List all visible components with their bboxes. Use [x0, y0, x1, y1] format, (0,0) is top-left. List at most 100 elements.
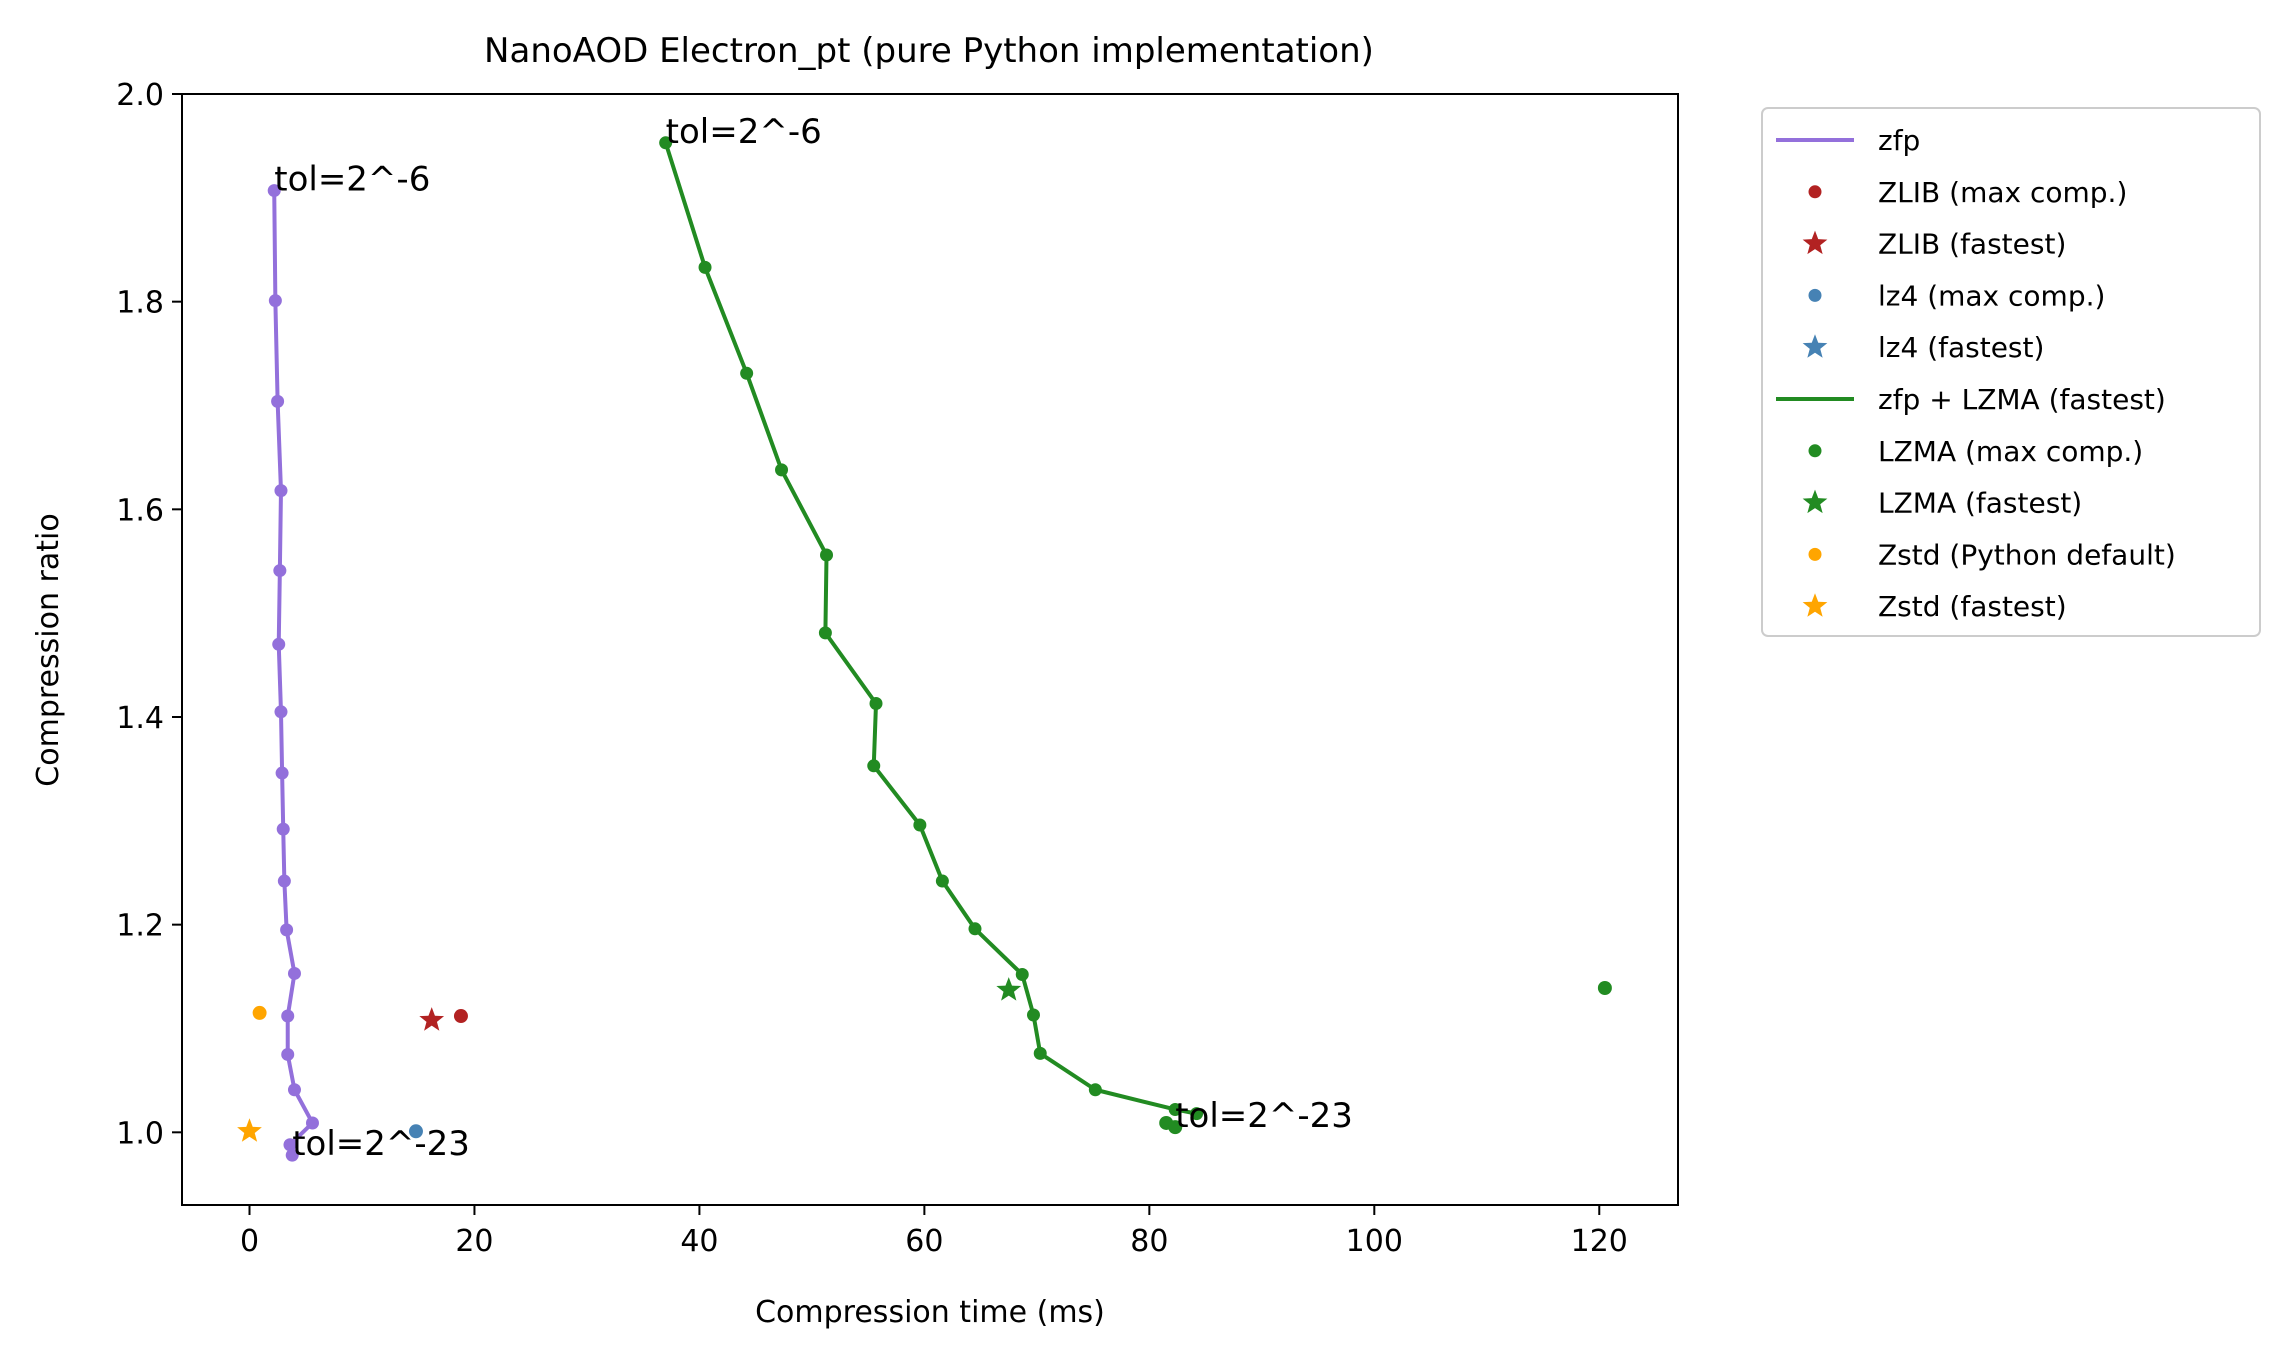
legend: zfp ZLIB (max comp.) ZLIB (fastest) lz4 (ma… — [1761, 107, 2261, 637]
data-point — [271, 394, 285, 408]
x-tick-label: 100 — [1346, 1224, 1403, 1259]
data-point — [820, 548, 834, 562]
annotation-label: tol=2^-6 — [666, 112, 822, 152]
data-point — [1168, 1102, 1182, 1116]
series-zlib-max-comp — [453, 1009, 468, 1024]
legend-dot-swatch — [1808, 444, 1822, 458]
data-point — [273, 564, 287, 578]
legend-dot-swatch — [1808, 288, 1822, 302]
data-point — [277, 874, 291, 888]
legend-dot-swatch — [1808, 185, 1822, 199]
data-point — [268, 294, 282, 308]
data-point-star — [237, 1118, 262, 1142]
x-tick-label: 60 — [905, 1224, 943, 1259]
legend-label: lz4 (fastest) — [1878, 331, 2044, 364]
data-point — [267, 184, 281, 198]
data-point — [740, 366, 754, 380]
legend-star-swatch — [1802, 230, 1828, 255]
series-zstd-fastest — [237, 1118, 262, 1142]
legend-item: LZMA (fastest) — [1802, 487, 2082, 520]
data-point — [272, 637, 286, 651]
y-tick-label: 1.2 — [116, 909, 164, 944]
x-tick-label: 40 — [680, 1224, 718, 1259]
series-lzma-max-comp — [1159, 980, 1612, 1135]
legend-star-swatch — [1802, 593, 1828, 617]
data-point — [968, 922, 982, 936]
data-point — [283, 1138, 297, 1152]
data-point — [1088, 1083, 1102, 1097]
data-point — [281, 1047, 295, 1061]
data-point — [285, 1148, 299, 1162]
data-point — [775, 463, 789, 477]
data-point — [275, 766, 289, 780]
legend-item: Zstd (Python default) — [1808, 538, 2176, 571]
legend-star-swatch — [1802, 489, 1828, 514]
x-tick-label: 20 — [455, 1224, 493, 1259]
data-point — [408, 1124, 423, 1139]
y-axis-ticks: 1.0 1.2 1.4 1.6 1.8 2.0 — [116, 78, 182, 1151]
x-tick-label: 0 — [240, 1224, 259, 1259]
annotation-label: tol=2^-23 — [1175, 1096, 1353, 1136]
legend-label: LZMA (max comp.) — [1878, 435, 2143, 468]
legend-item: zfp + LZMA (fastest) — [1776, 383, 2166, 416]
x-tick-label: 80 — [1130, 1224, 1168, 1259]
x-axis-label: Compression time (ms) — [755, 1295, 1105, 1330]
legend-item: ZLIB (max comp.) — [1808, 176, 2127, 209]
data-point — [280, 923, 294, 937]
data-point — [252, 1005, 267, 1020]
data-point — [274, 484, 288, 498]
legend-label: ZLIB (fastest) — [1878, 228, 2066, 261]
plot-area — [182, 94, 1678, 1205]
data-point-star — [996, 977, 1022, 1001]
data-point — [1597, 980, 1612, 995]
series-zstd-python-default — [252, 1005, 267, 1020]
data-point — [287, 1083, 301, 1097]
data-point — [935, 874, 949, 888]
y-tick-label: 1.8 — [116, 286, 164, 321]
series-lzma-fastest — [996, 977, 1022, 1001]
y-tick-label: 1.4 — [116, 701, 164, 736]
data-point — [1015, 967, 1029, 981]
annotation-label: tol=2^-6 — [274, 160, 430, 200]
legend-label: zfp — [1878, 124, 1920, 157]
annotation-label: tol=2^-23 — [292, 1124, 470, 1164]
legend-item: zfp — [1776, 124, 1920, 157]
legend-label: ZLIB (max comp.) — [1878, 176, 2127, 209]
data-point — [698, 260, 712, 274]
data-point — [869, 696, 883, 710]
data-point — [453, 1009, 468, 1024]
data-point — [1168, 1120, 1183, 1135]
legend-label: zfp + LZMA (fastest) — [1878, 383, 2166, 416]
data-point — [913, 818, 927, 832]
series-layer — [237, 136, 1612, 1162]
series-zfp-lzma-fastest — [659, 136, 1204, 1121]
legend-frame — [1761, 107, 2261, 637]
legend-item: Zstd (fastest) — [1802, 590, 2067, 623]
data-point — [1026, 1008, 1040, 1022]
y-axis-label: Compression ratio — [31, 513, 66, 786]
data-point — [274, 705, 288, 719]
data-point — [276, 822, 290, 836]
series-zfp — [267, 184, 319, 1162]
data-point — [305, 1116, 319, 1130]
y-tick-label: 1.6 — [116, 493, 164, 528]
chart-title: NanoAOD Electron_pt (pure Python impleme… — [484, 31, 1374, 71]
legend-dot-swatch — [1808, 547, 1822, 561]
legend-label: Zstd (Python default) — [1878, 538, 2176, 571]
legend-item: lz4 (max comp.) — [1808, 279, 2105, 312]
data-point — [659, 136, 673, 150]
x-axis-ticks: 0 20 40 60 80 100 120 — [240, 1205, 1628, 1259]
y-tick-label: 1.0 — [116, 1116, 164, 1151]
data-point — [281, 1009, 295, 1023]
data-point-star — [419, 1007, 445, 1031]
y-tick-label: 2.0 — [116, 78, 164, 113]
x-tick-label: 120 — [1571, 1224, 1628, 1259]
series-lz4-max-comp — [408, 1124, 423, 1139]
data-point — [287, 966, 301, 980]
annotations-layer: tol=2^-6 tol=2^-23 tol=2^-6 tol=2^-23 — [274, 112, 1353, 1164]
legend-label: lz4 (max comp.) — [1878, 279, 2105, 312]
plot-frame — [181, 93, 1679, 1206]
legend-item: LZMA (max comp.) — [1808, 435, 2143, 468]
data-point — [1190, 1107, 1204, 1121]
